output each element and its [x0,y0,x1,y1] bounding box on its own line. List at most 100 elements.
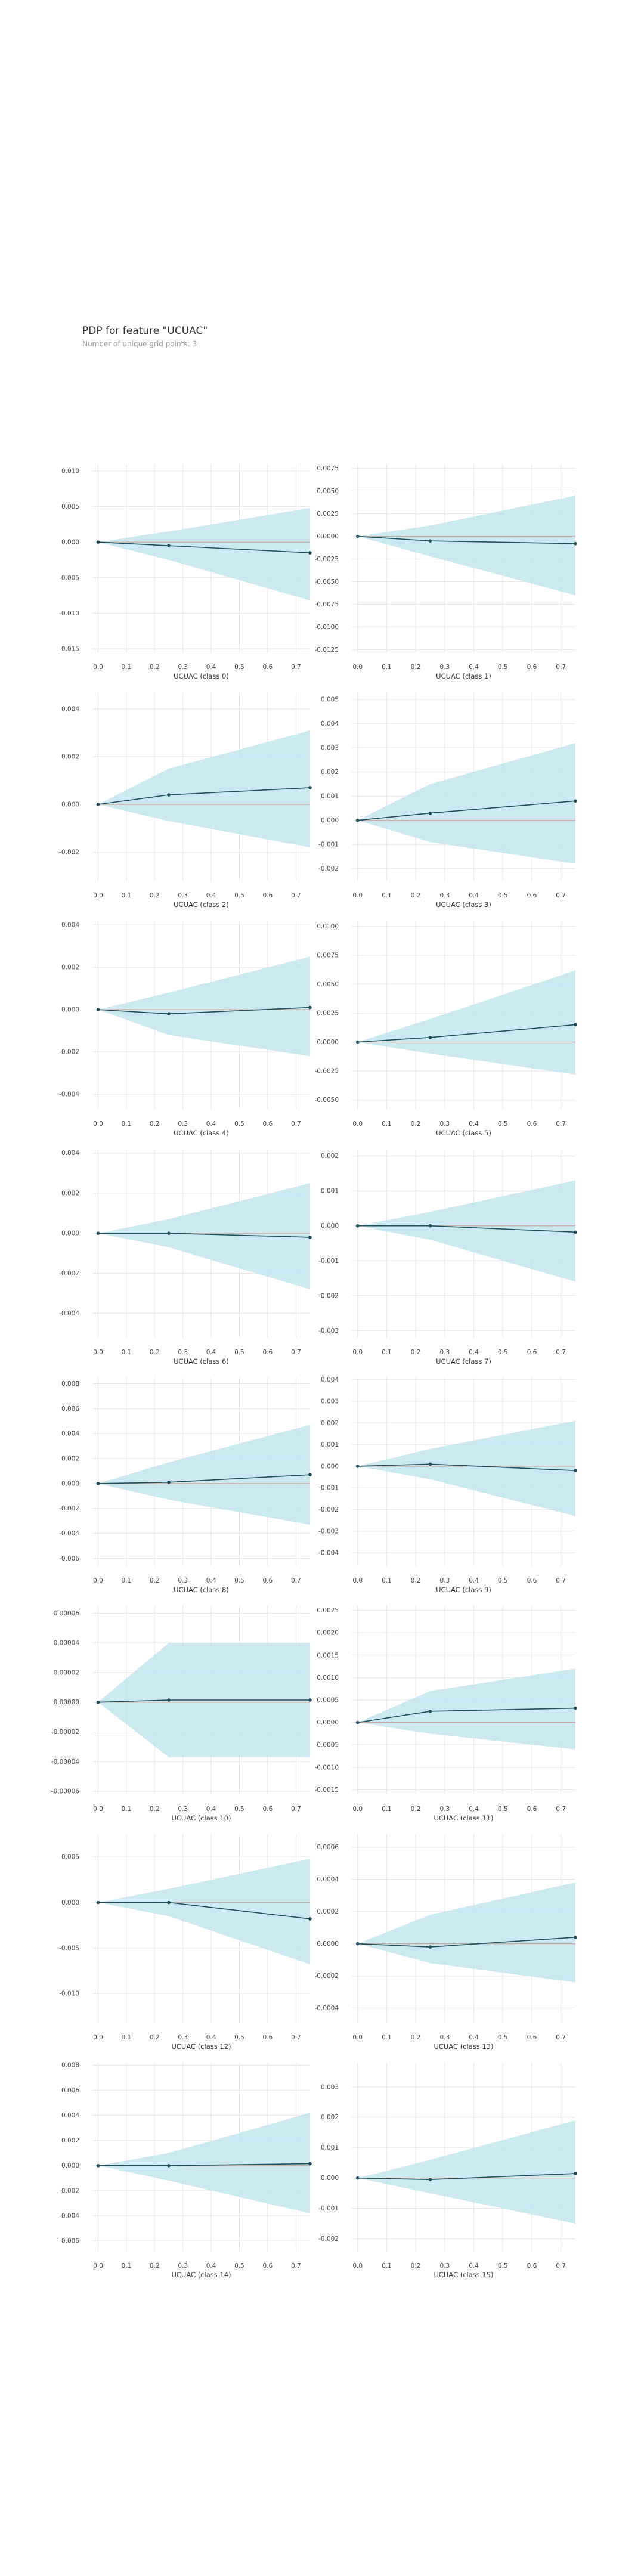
x-tick-label: 0.0 [93,1577,103,1584]
y-tick-label: -0.004 [59,1310,79,1317]
pdp-point [308,1473,312,1477]
page-title: PDP for feature "UCUAC" [82,325,208,337]
x-tick-label: 0.3 [439,664,450,671]
x-tick-label: 0.7 [556,2262,566,2270]
y-tick-label: 0.0025 [317,1010,339,1017]
y-tick-label: 0.006 [61,1405,79,1413]
x-tick-label: 0.0 [352,2034,363,2041]
y-tick-label: -0.0100 [314,624,339,631]
confidence-band [357,970,575,1075]
confidence-band [357,1883,575,1983]
x-tick-label: 0.1 [122,2034,132,2041]
pdp-point [428,1945,432,1949]
x-tick-label: 0.5 [498,664,508,671]
pdp-point [355,534,360,538]
x-tick-label: 0.1 [382,1120,392,1128]
pdp-point [428,1036,432,1039]
y-tick-label: -0.010 [59,610,79,617]
pdp-point [355,818,360,822]
x-tick-label: 0.7 [291,892,301,899]
confidence-band [98,1183,310,1290]
y-tick-label: 0.000 [61,2162,79,2169]
y-tick-label: -0.004 [59,1530,79,1537]
pdp-point [96,2163,100,2168]
pdp-panel-class-9: 0.004 0.003 0.002 0.001 0.000 -0.001 -0.002 -0.… [318,1376,577,1594]
y-tick-label: 0.00002 [54,1669,79,1676]
x-tick-label: 0.3 [178,892,188,899]
x-tick-label: 0.3 [439,2034,450,2041]
x-axis-label: UCUAC (class 3) [436,900,491,909]
x-tick-label: 0.5 [234,664,244,671]
y-tick-label: 0.002 [61,1456,79,1463]
y-tick-label: 0.004 [321,1376,339,1383]
y-tick-label: 0.000 [61,801,79,809]
y-tick-label: 0.0000 [317,1039,339,1046]
y-tick-label: 0.0010 [317,1674,339,1682]
x-tick-label: 0.0 [93,664,103,671]
x-tick-label: 0.6 [263,1577,273,1584]
y-tick-label: -0.001 [318,2205,339,2212]
x-tick-label: 0.0 [93,892,103,899]
x-tick-label: 0.0 [93,1349,103,1356]
x-tick-label: 0.4 [469,1577,479,1584]
y-tick-label: 0.0050 [317,981,339,988]
x-tick-label: 0.3 [178,1577,188,1584]
y-tick-label: 0.0075 [317,952,339,959]
x-axis-label: UCUAC (class 10) [171,1814,231,1822]
x-tick-label: 0.4 [206,1349,216,1356]
y-tick-label: 0.0000 [317,1719,339,1726]
x-tick-label: 0.2 [150,2262,160,2270]
pdp-point [574,2172,577,2175]
x-tick-label: 0.5 [234,1577,244,1584]
pdp-panel-class-5: 0.0100 0.0075 0.0050 0.0025 0.0000 -0.0025 -0.… [314,921,577,1137]
pdp-point [574,541,577,546]
x-tick-label: 0.7 [291,1577,301,1584]
page-subtitle: Number of unique grid points: 3 [82,340,197,348]
x-tick-label: 0.1 [122,892,132,899]
pdp-point [96,1482,100,1485]
y-tick-label: -0.006 [59,1555,79,1562]
y-tick-label: 0.001 [321,1441,339,1448]
x-axis-label: UCUAC (class 6) [174,1357,229,1366]
y-tick-label: -0.010 [59,1990,79,1998]
x-tick-label: 0.4 [206,664,216,671]
x-tick-label: 0.2 [150,2034,160,2041]
x-tick-label: 0.6 [263,1806,273,1813]
x-tick-label: 0.0 [93,2262,103,2270]
y-tick-label: 0.002 [61,754,79,761]
pdp-point [428,1462,432,1466]
x-tick-label: 0.1 [382,1577,392,1584]
y-tick-label: -0.002 [59,2187,79,2194]
x-tick-label: 0.2 [150,664,160,671]
x-axis-label: UCUAC (class 7) [436,1357,491,1366]
pdp-point [167,544,171,547]
y-tick-label: -0.002 [59,1049,79,1056]
pdp-panel-class-1: 0.0075 0.0050 0.0025 0.0000 -0.0025 -0.0050 -0… [314,464,577,680]
x-tick-label: 0.7 [556,1349,566,1356]
y-tick-label: 0.003 [321,2083,339,2091]
x-tick-label: 0.3 [439,2262,450,2270]
x-tick-label: 0.2 [411,1349,421,1356]
x-tick-label: 0.7 [291,2262,301,2270]
pdp-panel-class-14: 0.008 0.006 0.004 0.002 0.000 -0.002 -0.004 -0.… [59,2062,312,2279]
x-tick-label: 0.0 [352,892,363,899]
y-tick-label: 0.002 [61,2137,79,2144]
x-axis-label: UCUAC (class 12) [171,2042,231,2051]
y-tick-label: -0.015 [59,646,79,653]
y-tick-label: 0.006 [61,2087,79,2094]
pdp-panel-class-12: 0.005 0.000 -0.005 -0.010 0.0 0.1 0.2 0.3 0.4 0.5… [59,1834,312,2051]
y-tick-label: 0.000 [321,2175,339,2182]
y-tick-label: 0.000 [61,539,79,546]
pdp-point [428,811,432,815]
y-tick-label: -0.002 [318,1292,339,1299]
y-tick-label: -0.006 [59,2238,79,2245]
y-tick-label: 0.004 [61,922,79,929]
x-tick-label: 0.7 [291,1349,301,1356]
x-tick-label: 0.4 [206,2034,216,2041]
pdp-point [428,1710,432,1713]
x-tick-label: 0.4 [206,892,216,899]
pdp-point [167,1698,171,1702]
y-tick-label: 0.0020 [317,1630,339,1637]
y-tick-label: -0.001 [318,1485,339,1492]
y-tick-label: 0.002 [321,1153,339,1160]
